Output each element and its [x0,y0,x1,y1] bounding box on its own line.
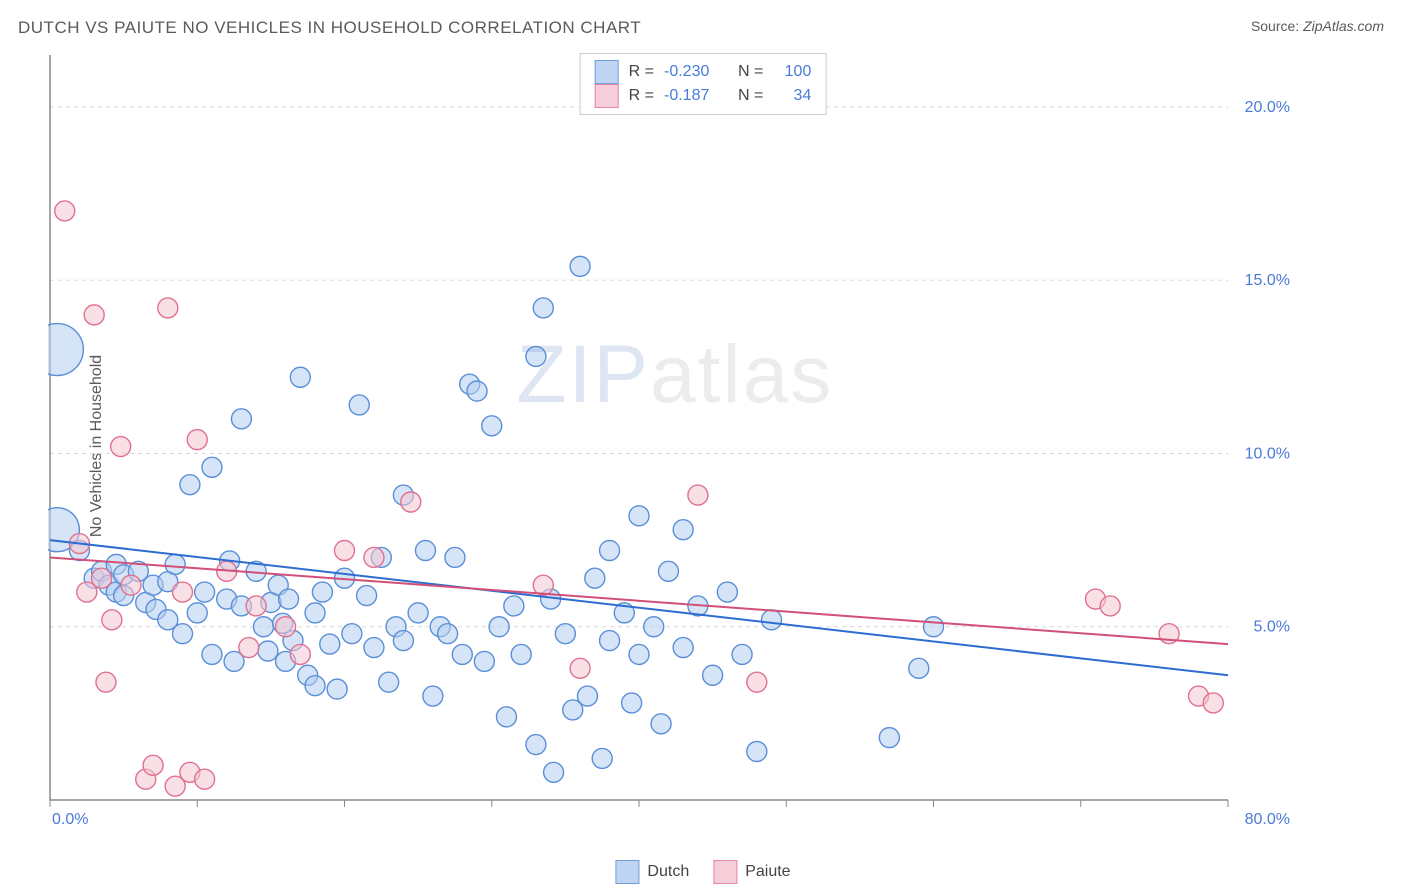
n-label: N = [738,60,763,84]
legend-swatch [595,84,619,108]
r-value: -0.230 [664,60,728,84]
source-prefix: Source: [1251,18,1303,34]
svg-text:10.0%: 10.0% [1245,445,1290,462]
chart-title: DUTCH VS PAIUTE NO VEHICLES IN HOUSEHOLD… [18,18,641,38]
n-value: 34 [773,84,811,108]
svg-text:0.0%: 0.0% [52,811,88,828]
source-attribution: Source: ZipAtlas.com [1251,18,1384,34]
r-label: R = [629,60,654,84]
svg-text:15.0%: 15.0% [1245,272,1290,289]
series-label: Dutch [647,863,689,881]
svg-text:5.0%: 5.0% [1254,619,1290,636]
n-label: N = [738,84,763,108]
series-legend: Dutch Paiute [615,860,790,884]
stats-legend-row: R = -0.230 N = 100 [595,60,812,84]
svg-text:20.0%: 20.0% [1245,99,1290,116]
svg-text:80.0%: 80.0% [1245,811,1290,828]
stats-legend-row: R = -0.187 N = 34 [595,84,812,108]
legend-swatch [595,60,619,84]
r-value: -0.187 [664,84,728,108]
legend-swatch [615,860,639,884]
source-link[interactable]: ZipAtlas.com [1303,18,1384,34]
n-value: 100 [773,60,811,84]
stats-legend: R = -0.230 N = 100 R = -0.187 N = 34 [580,53,827,115]
r-label: R = [629,84,654,108]
series-legend-item: Dutch [615,860,689,884]
series-label: Paiute [745,863,790,881]
chart-svg: 5.0% 10.0% 15.0% 20.0% 0.0% 80.0% [48,50,1298,830]
scatter-plot: 5.0% 10.0% 15.0% 20.0% 0.0% 80.0% [48,50,1298,830]
legend-swatch [713,860,737,884]
series-legend-item: Paiute [713,860,790,884]
